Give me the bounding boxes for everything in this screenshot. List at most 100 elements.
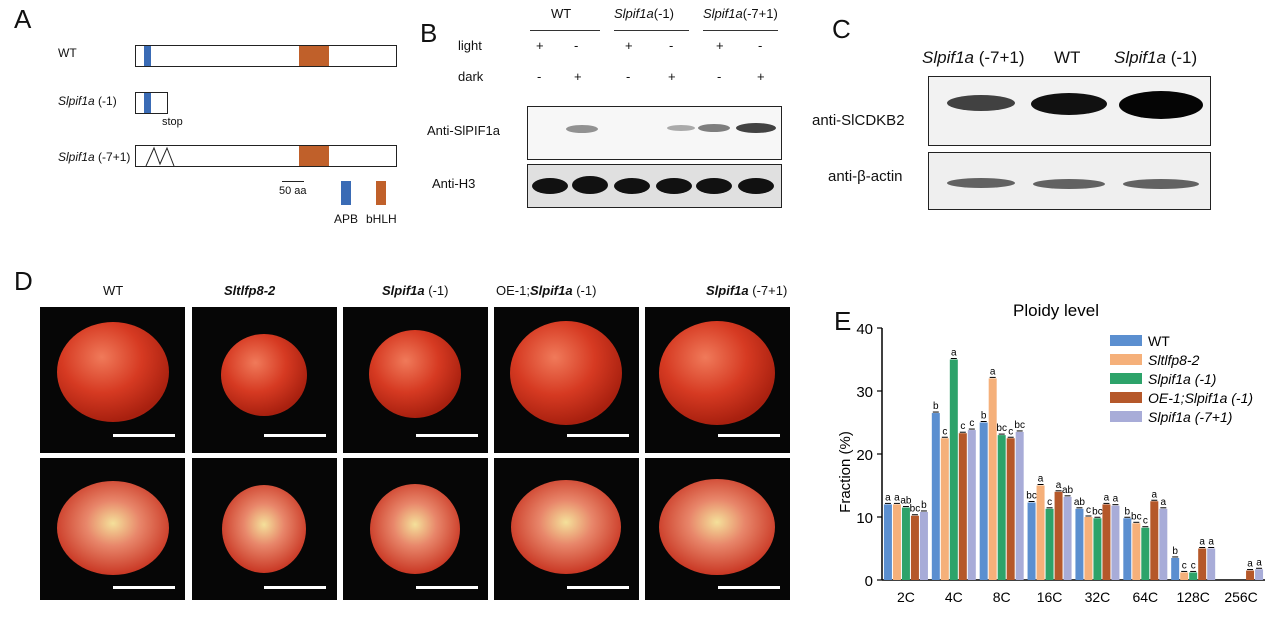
significance-letter: a [1199,537,1205,548]
bar [1045,508,1054,580]
lane-label-pif1a-71: Slpif1a (-7+1) [922,48,1025,67]
bar [1093,518,1102,580]
row-label-pif1a-1: Slpif1a (-1) [58,94,117,108]
bar [1036,485,1045,580]
legend-swatch [1110,373,1142,384]
legend-bhlh-swatch [376,181,386,205]
bar [1150,501,1159,580]
blot-bands [947,178,1199,189]
significance-letter: c [1143,516,1148,527]
blot-label-actin: anti-β-actin [828,168,903,185]
bar [901,507,910,580]
significance-letter: c [942,426,947,437]
bar [988,378,997,580]
bar [1189,572,1198,580]
apb-domain [144,93,151,113]
light-label: light [458,38,482,53]
significance-letter: a [894,492,900,503]
significance-letter: c [1086,505,1091,516]
blot-label-pif1a: Anti-SlPIF1a [427,123,500,138]
panel-label-c: C [832,14,851,44]
bar [892,504,901,580]
group-underline [614,30,689,31]
significance-letter: a [1247,559,1253,570]
significance-letter: a [1104,492,1110,503]
bar [967,430,976,580]
bhlh-domain [299,146,329,166]
legend-label: WT [1148,333,1170,349]
stop-label: stop [162,116,183,128]
lane-dark-sign: + [668,69,676,84]
y-tick-label: 40 [856,321,873,338]
significance-letter: c [969,418,974,429]
legend-apb-label: APB [334,212,359,226]
bar [997,435,1006,580]
significance-letter: c [1008,426,1013,437]
lane-dark-sign: - [537,69,542,84]
legend-swatch [1110,411,1142,422]
legend-apb-swatch [341,181,351,205]
lane-light-sign: - [758,38,763,53]
significance-letter: bc [996,423,1007,434]
significance-letter: a [885,492,891,503]
blot-bands [532,176,774,194]
bar [1015,431,1024,580]
apb-domain [144,46,151,66]
significance-letter: c [960,421,965,432]
significance-letter: bc [1131,511,1142,522]
blot-bands [947,91,1203,119]
significance-letter: a [1056,480,1062,491]
lane-label-wt: WT [1054,48,1081,67]
legend-label: Slpif1a (-7+1) [1148,409,1232,425]
blot-label-cdkb2: anti-SlCDKB2 [812,112,905,129]
western-blot-actin [928,152,1211,210]
bar [1111,505,1120,580]
legend-swatch [1110,335,1142,346]
group-label-pif1a-1: Slpif1a(-1) [614,6,674,21]
bar [1006,438,1015,580]
group-underline [703,30,778,31]
lane-light-sign: + [625,38,633,53]
column-label-pif1a-1: Slpif1a (-1) [382,283,449,298]
x-tick-label: 4C [945,589,963,605]
lane-label-pif1a-1: Slpif1a (-1) [1114,48,1198,67]
bar [910,515,919,580]
bar [1054,491,1063,580]
lane-light-sign: + [536,38,544,53]
bar [958,433,967,580]
panel-label-e: E [834,306,852,336]
significance-letter: ab [1074,497,1086,508]
bar [979,422,988,580]
bar [883,504,892,580]
y-tick-label: 10 [856,510,873,527]
significance-letter: bc [1026,491,1037,502]
lane-dark-sign: - [717,69,722,84]
column-label-tlfp8: Sltlfp8-2 [224,283,276,298]
bar [1171,557,1180,580]
y-tick-label: 30 [856,384,873,401]
column-label-wt: WT [103,283,124,298]
bar [1102,504,1111,580]
significance-letter: bc [1092,506,1103,517]
frameshift-zigzag-icon [145,146,175,166]
bar [1180,572,1189,580]
bhlh-domain [299,46,329,66]
bar [1123,518,1132,580]
bar [1255,569,1264,580]
bar [940,438,949,580]
significance-letter: a [1161,497,1167,508]
bar [1207,548,1216,580]
significance-letter: c [1191,560,1196,571]
significance-letter: a [1152,489,1158,500]
bar [1075,508,1084,580]
bar [1027,502,1036,580]
blot-bands [566,123,776,133]
panel-label-b: B [420,18,438,48]
legend-swatch [1110,354,1142,365]
bar [1159,508,1168,580]
y-axis-label: Fraction (%) [837,431,854,513]
significance-letter: a [1038,474,1044,485]
legend-swatch [1110,392,1142,403]
significance-letter: b [933,401,939,412]
